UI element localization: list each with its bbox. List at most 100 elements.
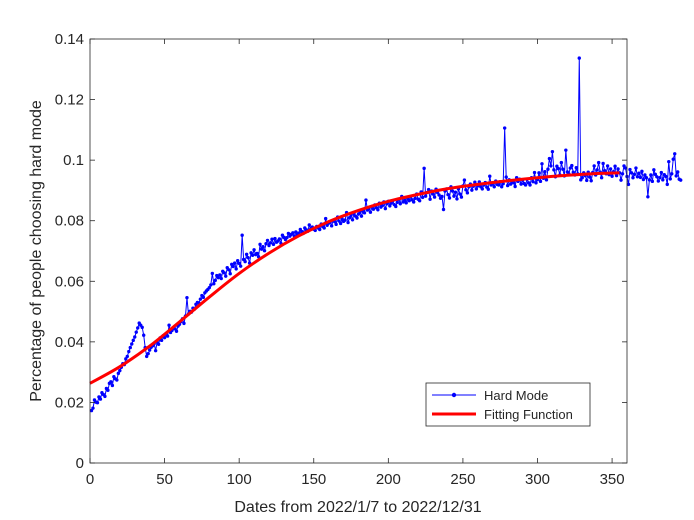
data-point [403, 198, 407, 202]
data-point [329, 224, 334, 228]
data-point [441, 207, 446, 212]
data-point [610, 174, 614, 178]
data-point [640, 169, 644, 174]
data-point [652, 168, 656, 172]
data-point [209, 283, 213, 287]
data-point [637, 171, 641, 175]
data-point [564, 148, 568, 152]
data-point [453, 190, 458, 194]
data-point [133, 335, 137, 339]
x-tick-label: 150 [301, 471, 326, 488]
data-point [376, 208, 380, 212]
data-point [432, 195, 437, 199]
data-point [411, 200, 416, 204]
data-point [650, 179, 655, 184]
data-point [568, 166, 573, 170]
data-point [670, 172, 674, 176]
data-point [106, 388, 110, 393]
data-point [338, 221, 343, 226]
data-point [668, 177, 672, 181]
data-point [420, 195, 425, 200]
data-point [634, 166, 638, 170]
data-point [255, 251, 259, 256]
data-point [655, 175, 659, 179]
x-tick-label: 350 [600, 471, 625, 488]
data-point [243, 259, 247, 264]
data-point [544, 178, 549, 182]
data-point [294, 230, 298, 234]
data-point [270, 237, 274, 241]
data-point [641, 177, 646, 182]
data-point [142, 333, 146, 337]
data-point [455, 197, 459, 201]
data-point [596, 160, 601, 165]
x-tick-label: 200 [376, 471, 401, 488]
data-point [422, 166, 426, 171]
data-point [394, 204, 398, 209]
data-point [540, 162, 544, 166]
data-point [608, 167, 613, 171]
data-point [258, 242, 262, 247]
data-point [213, 278, 217, 283]
data-point [647, 178, 652, 182]
data-point [182, 321, 186, 326]
data-point [501, 182, 505, 186]
data-point [459, 195, 464, 199]
data-point [224, 274, 228, 278]
data-point [502, 126, 507, 130]
data-point [620, 172, 625, 176]
data-point [665, 182, 669, 187]
data-point [585, 178, 589, 183]
data-point [452, 194, 456, 198]
data-point [426, 187, 431, 192]
data-point [599, 176, 604, 180]
data-point [528, 183, 532, 187]
data-point [368, 210, 373, 214]
data-point [474, 187, 479, 191]
data-point [589, 179, 593, 183]
data-point [659, 170, 664, 175]
y-tick-label: 0.02 [55, 394, 84, 411]
data-point [388, 204, 392, 208]
data-point [116, 371, 121, 376]
y-tick-label: 0.08 [55, 213, 84, 230]
data-point [559, 160, 564, 165]
data-point [465, 191, 470, 195]
x-tick-label: 300 [525, 471, 550, 488]
data-point [511, 181, 516, 185]
data-point [592, 164, 596, 168]
data-point [343, 218, 347, 222]
data-point [629, 171, 634, 175]
data-point [128, 345, 132, 350]
data-point [350, 218, 355, 222]
data-point [131, 338, 135, 343]
y-tick-label: 0.04 [55, 334, 84, 351]
data-point [234, 267, 238, 271]
data-point [676, 170, 680, 174]
data-point [574, 166, 578, 170]
data-point [616, 167, 620, 171]
data-point [550, 149, 555, 154]
data-point [632, 172, 637, 177]
data-point [136, 326, 140, 330]
legend: Hard Mode Fitting Function [425, 382, 591, 427]
data-point [240, 233, 244, 237]
data-point [447, 196, 452, 200]
data-point [147, 348, 152, 352]
data-point [250, 253, 255, 257]
data-point [156, 342, 161, 346]
data-point [364, 198, 368, 202]
legend-box [425, 382, 591, 427]
data-point [623, 166, 628, 170]
data-layer [89, 56, 683, 413]
data-point [552, 168, 556, 172]
data-point [605, 164, 610, 168]
data-point [395, 200, 399, 204]
x-axis-ticks: 0 50 100 150 200 250 300 350 [86, 39, 625, 488]
data-point [595, 168, 599, 172]
data-point [252, 248, 256, 252]
data-point [355, 216, 359, 220]
axes [89, 38, 628, 464]
data-point [144, 354, 149, 359]
data-point [580, 176, 584, 180]
